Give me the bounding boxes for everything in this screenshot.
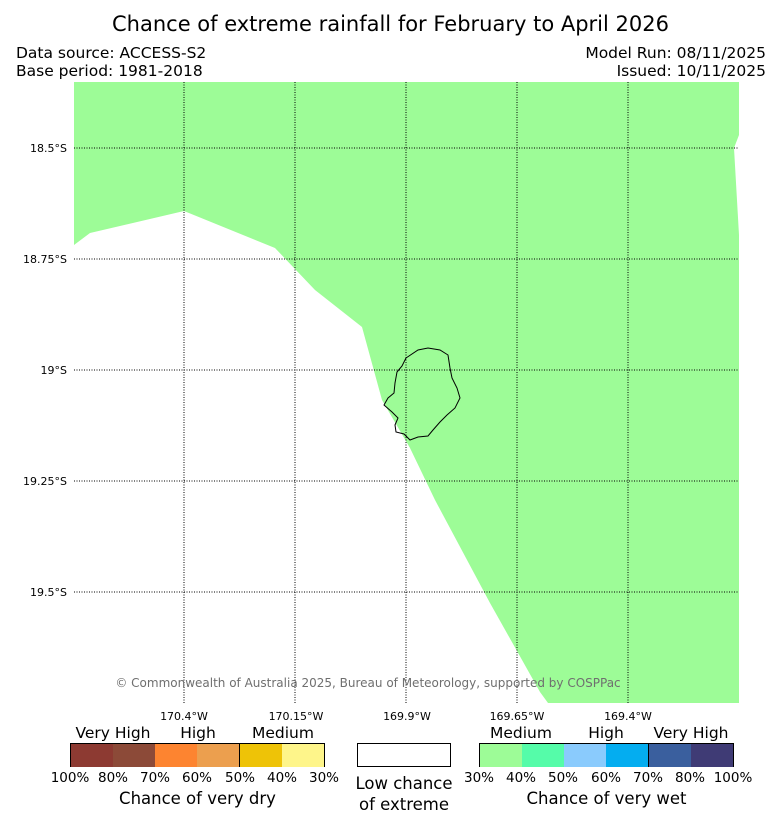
wet-category-medium: Medium	[490, 724, 552, 742]
wet-category-high: High	[588, 724, 624, 742]
dry-swatch-60-70	[155, 744, 198, 767]
copyright-text: © Commonwealth of Australia 2025, Bureau…	[115, 676, 621, 690]
dry-caption: Chance of very dry	[119, 789, 276, 808]
dry-colorbar	[70, 743, 325, 767]
base-period-text: Base period: 1981-2018	[16, 62, 203, 80]
meta-left: Data source: ACCESS-S2 Base period: 1981…	[16, 44, 206, 80]
wet-tick-80: 80%	[674, 770, 705, 786]
dry-swatch-50-60	[197, 744, 240, 767]
lat-label-18-5: 18.5°S	[30, 142, 67, 155]
issued-text: Issued: 10/11/2025	[616, 62, 766, 80]
meta-right: Model Run: 08/11/2025 Issued: 10/11/2025	[585, 44, 766, 80]
dry-swatch-80-100	[71, 744, 114, 767]
low-chance-swatch	[357, 743, 451, 767]
data-source-text: Data source: ACCESS-S2	[16, 44, 207, 62]
dry-category-very-high: Very High	[75, 724, 151, 742]
dry-swatch-70-80	[113, 744, 156, 767]
graticule	[74, 82, 739, 703]
island-outline	[383, 347, 461, 441]
wet-swatch-80-100	[691, 744, 733, 767]
wet-swatch-60-70	[606, 744, 649, 767]
wet-swatch-70-80	[649, 744, 692, 767]
dry-tick-70: 70%	[139, 770, 170, 786]
low-chance-caption-line1: Low chance	[355, 774, 453, 793]
wet-swatch-50-60	[564, 744, 607, 767]
wet-tick-40: 40%	[505, 770, 536, 786]
wet-tick-30: 30%	[463, 770, 494, 786]
dry-tick-80: 80%	[97, 770, 128, 786]
chart-title: Chance of extreme rainfall for February …	[112, 12, 669, 36]
dry-tick-60: 60%	[181, 770, 212, 786]
model-run-text: Model Run: 08/11/2025	[585, 44, 766, 62]
dry-swatch-30-40	[282, 744, 324, 767]
dry-category-medium: Medium	[252, 724, 314, 742]
wet-caption: Chance of very wet	[526, 789, 687, 808]
wet-tick-50: 50%	[547, 770, 578, 786]
lat-label-19-25: 19.25°S	[23, 475, 67, 488]
wet-swatch-30-40	[480, 744, 523, 767]
lon-label-170-4: 170.4°W	[160, 710, 208, 723]
wet-category-very-high: Very High	[653, 724, 729, 742]
dry-tick-40: 40%	[266, 770, 297, 786]
wet-tick-70: 70%	[632, 770, 663, 786]
dry-tick-100: 100%	[50, 770, 90, 786]
wet-tick-60: 60%	[590, 770, 621, 786]
dry-category-high: High	[180, 724, 216, 742]
wet-swatch-40-50	[522, 744, 565, 767]
lat-label-19-5: 19.5°S	[30, 586, 67, 599]
low-chance-caption-line2: of extreme	[358, 795, 450, 814]
lon-label-170-15: 170.15°W	[268, 710, 324, 723]
lat-label-19: 19°S	[40, 364, 67, 377]
dry-tick-50: 50%	[224, 770, 255, 786]
lat-label-18-75: 18.75°S	[23, 253, 67, 266]
dry-tick-30: 30%	[308, 770, 339, 786]
dry-swatch-40-50	[240, 744, 283, 767]
lon-label-169-65: 169.65°W	[489, 710, 545, 723]
wet-colorbar	[479, 743, 734, 767]
wet-tick-100: 100%	[713, 770, 753, 786]
lon-label-169-9: 169.9°W	[383, 710, 431, 723]
lon-label-169-4: 169.4°W	[604, 710, 652, 723]
